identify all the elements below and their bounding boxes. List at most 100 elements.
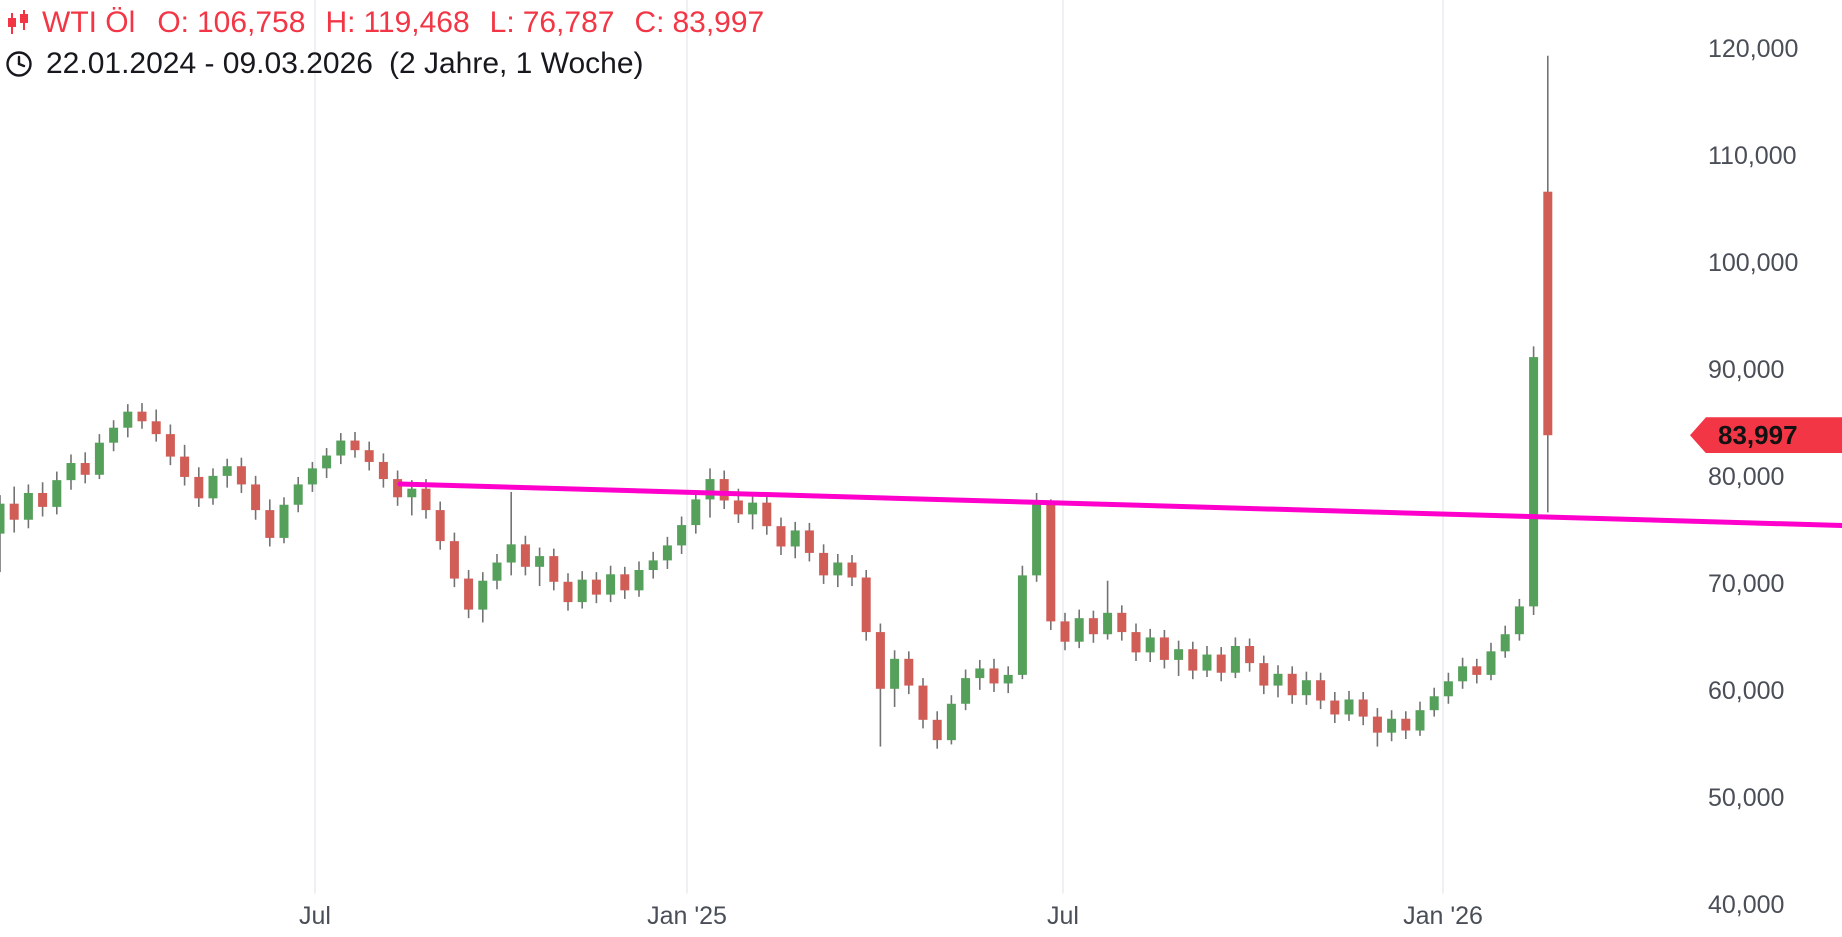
candlestick-logo-icon [8,10,28,34]
candle-body [520,544,530,567]
candle-body [1372,716,1382,733]
candle-body [236,466,246,485]
candle-body [1216,654,1226,673]
time-axis[interactable]: Jul Jan '25 Jul Jan '26 [0,898,1692,937]
candle-body [393,479,403,498]
candle [989,658,999,692]
candle-body [1230,645,1240,673]
candle-body [1316,680,1326,701]
candle [0,495,5,573]
open-label: O: [157,6,189,39]
candle [634,561,644,597]
close-value: 83,997 [672,6,765,39]
candle-body [705,479,715,500]
candle [1003,666,1013,694]
candle [620,566,630,599]
time-axis-label: Jan '26 [1403,902,1483,930]
candle [94,434,104,480]
candle [961,669,971,711]
candle [1046,499,1056,630]
candle-body [577,579,587,603]
candle-body [265,510,275,538]
candle-body [1387,718,1397,733]
last-price-tag: 83,997 [1690,417,1842,454]
candle [322,448,332,478]
candle-body [52,480,62,507]
candle [975,659,985,690]
symbol-name[interactable]: WTI Öl [42,6,136,39]
candle [662,536,672,569]
candle [80,452,90,484]
candle-body [1429,696,1439,711]
candle-body [1245,645,1255,664]
date-range-row[interactable]: 22.01.2024 - 09.03.2026 (2 Jahre, 1 Woch… [4,46,784,82]
candle-body [662,545,672,561]
candle [293,476,303,513]
candle [1103,580,1113,640]
candle [1145,628,1155,663]
candle [393,470,403,506]
candle-body [1344,699,1354,715]
candle [804,522,814,562]
low-label: L: [489,6,515,39]
candle-body [1514,606,1524,635]
candle-body [222,466,232,476]
candle [1543,55,1553,513]
candle [762,495,772,535]
candle-body [1472,666,1482,675]
candle-body [1103,612,1113,635]
range-duration-text: (2 Jahre, 1 Woche) [388,47,644,80]
price-axis-label: 120,000 [1708,35,1799,63]
candle-body [1330,700,1340,715]
candle-body [1401,718,1411,731]
candle [904,651,914,695]
price-axis-label: 50,000 [1708,784,1785,812]
candle [1202,645,1212,678]
candle-body [989,668,999,684]
candle [1415,701,1425,736]
candle-body [975,668,985,679]
candle [577,571,587,609]
candle-body [733,500,743,515]
candle-body [23,492,33,520]
trendline[interactable] [397,481,1842,529]
candle-body [1074,618,1084,642]
candle [890,650,900,707]
candle-body [1500,634,1510,652]
candle [1117,605,1127,641]
price-axis-label: 100,000 [1708,249,1799,277]
candle-body [1529,357,1539,607]
candle-body [563,581,573,603]
date-range-text: 22.01.2024 - 09.03.2026 [46,47,373,80]
candle-body [1032,501,1042,576]
candle [1344,690,1354,721]
candle [861,570,871,641]
candle-body [904,658,914,686]
candle [790,521,800,559]
candle-body [1287,673,1297,696]
candle-body [1415,710,1425,731]
candle-body [506,544,516,563]
candle-body [1443,681,1453,697]
candle [847,555,857,587]
candle-body [336,440,346,456]
candle-body [861,577,871,633]
candle-body [180,456,190,477]
candle [1017,565,1027,680]
open-value: 106,758 [196,6,306,39]
candle-body [307,468,317,485]
candle-body [648,560,658,571]
candle-body [293,484,303,505]
candle-body [591,579,601,595]
candle [748,494,758,530]
candle [833,553,843,588]
time-axis-label: Jul [1047,902,1079,930]
candle [875,623,885,747]
candle-body [109,427,119,443]
candle-body [833,562,843,576]
candle-body [9,503,19,520]
price-axis[interactable]: 120,000 110,000 100,000 90,000 80,000 70,000 6… [1692,0,1842,937]
candle [1230,637,1240,679]
price-axis-label: 80,000 [1708,463,1785,491]
